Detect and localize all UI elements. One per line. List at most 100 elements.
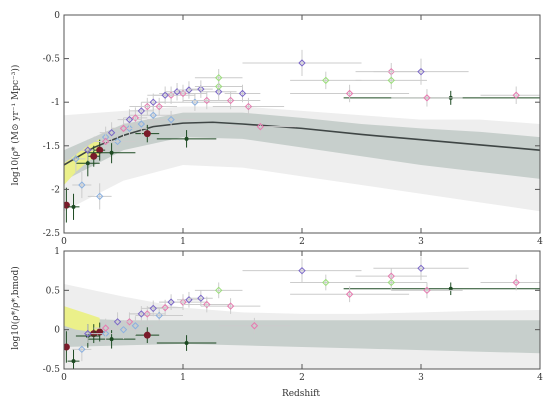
data-point-diamond [203,300,211,309]
data-point-diamond [298,59,306,67]
data-point-dot [71,359,76,364]
data-point-dot [109,150,114,155]
data-point-diamond [143,102,152,111]
inner-uncertainty-band [64,317,540,354]
x-tick-label: 0 [61,373,67,383]
data-point-diamond [322,278,330,287]
data-point-diamond [417,264,425,273]
data-point-diamond [95,192,104,201]
data-point-diamond [137,310,146,318]
data-point-diamond [161,303,169,312]
data-point-diamond [203,96,211,105]
x-tick-label: 1 [180,237,186,247]
data-point-circle [64,343,70,351]
data-point-diamond [387,278,395,287]
plot-area [64,256,540,369]
x-tick-label: 1 [180,373,186,383]
data-point-diamond [185,296,193,304]
y-tick-label: 0 [54,11,60,21]
data-point-diamond [345,290,354,298]
x-axis-title: Redshift [282,389,320,399]
lower-y-axis-title: log10(ρ*/ρ*,bmod) [10,266,21,349]
data-point-circle [96,146,104,154]
data-point-diamond [155,102,163,111]
inner-uncertainty-band [64,112,540,181]
data-point-diamond [131,114,140,122]
y-tick-label: -0.5 [43,365,61,375]
x-tick-label: 4 [537,373,543,383]
data-point-diamond [179,298,187,306]
data-point-dot [71,204,76,209]
lower-panel: 0 1 2 3 410.50-0.5 [43,247,543,383]
data-point-diamond [161,91,169,99]
data-point-diamond [107,129,116,137]
data-point-dot [184,341,189,346]
data-point-diamond [155,311,163,320]
data-point-diamond [125,124,134,133]
data-point-diamond [256,122,265,131]
data-point-diamond [423,94,431,102]
data-point-circle [90,152,98,160]
data-point-diamond [137,107,146,115]
data-point-dot [184,136,189,141]
data-point-dot [448,286,453,291]
y-tick-label: 1 [54,247,60,257]
data-point-diamond [149,111,157,119]
model-curve [64,121,540,166]
data-point-diamond [345,89,354,98]
data-point-diamond [423,286,431,295]
data-point-diamond [167,115,175,124]
data-point-diamond [119,124,128,133]
x-tick-label: 2 [299,373,305,383]
data-point-diamond [214,74,223,82]
data-point-diamond [179,89,187,98]
data-point-circle [143,130,151,138]
data-point-diamond [173,88,181,96]
data-point-diamond [226,302,235,310]
plot-area [64,49,540,223]
data-point-dot [85,161,90,166]
data-point-diamond [226,96,235,105]
data-point-diamond [167,298,175,306]
data-point-diamond [512,91,520,99]
data-point-diamond [250,322,259,330]
data-point-diamond [167,91,175,99]
data-point-diamond [197,294,205,302]
y-tick-label: -2 [51,185,60,195]
local-estimate-band [64,306,100,334]
data-point-diamond [72,155,80,163]
data-point-diamond [137,120,146,128]
y-tick-label: -1 [51,98,60,108]
data-point-diamond [214,82,223,91]
data-point-diamond [512,278,520,287]
data-point-dot [109,337,114,342]
y-tick-label: -0.5 [43,55,61,65]
data-point-diamond [101,137,110,146]
data-point-diamond [387,76,395,85]
data-point-diamond [238,89,247,98]
data-point-diamond [125,115,134,124]
data-point-diamond [84,329,92,338]
data-point-circle [96,328,104,336]
data-point-diamond [125,318,134,326]
data-point-diamond [131,322,140,330]
x-tick-label: 3 [418,373,424,383]
y-tick-label: 0.5 [46,286,61,296]
y-tick-label: 0 [54,326,60,336]
y-tick-label: -2.5 [43,229,61,239]
data-point-diamond [113,137,122,146]
x-tick-label: 3 [418,237,424,247]
data-point-diamond [417,67,425,76]
data-point-diamond [78,345,86,354]
data-point-diamond [78,181,86,189]
x-tick-label: 2 [299,237,305,247]
data-point-diamond [214,286,223,295]
data-point-diamond [298,266,306,275]
upper-y-axis-title: log10(ρ* (M⊙ yr⁻¹ Mpc⁻³)) [10,65,21,186]
y-tick-label: -1.5 [43,142,61,152]
data-point-diamond [101,324,110,332]
upper-panel: 0 1 2 3 4 0 -0.5 -1 -1.5 -2 -2.5 [43,11,543,247]
data-point-diamond [84,146,92,154]
x-tick-label: 4 [537,237,543,247]
